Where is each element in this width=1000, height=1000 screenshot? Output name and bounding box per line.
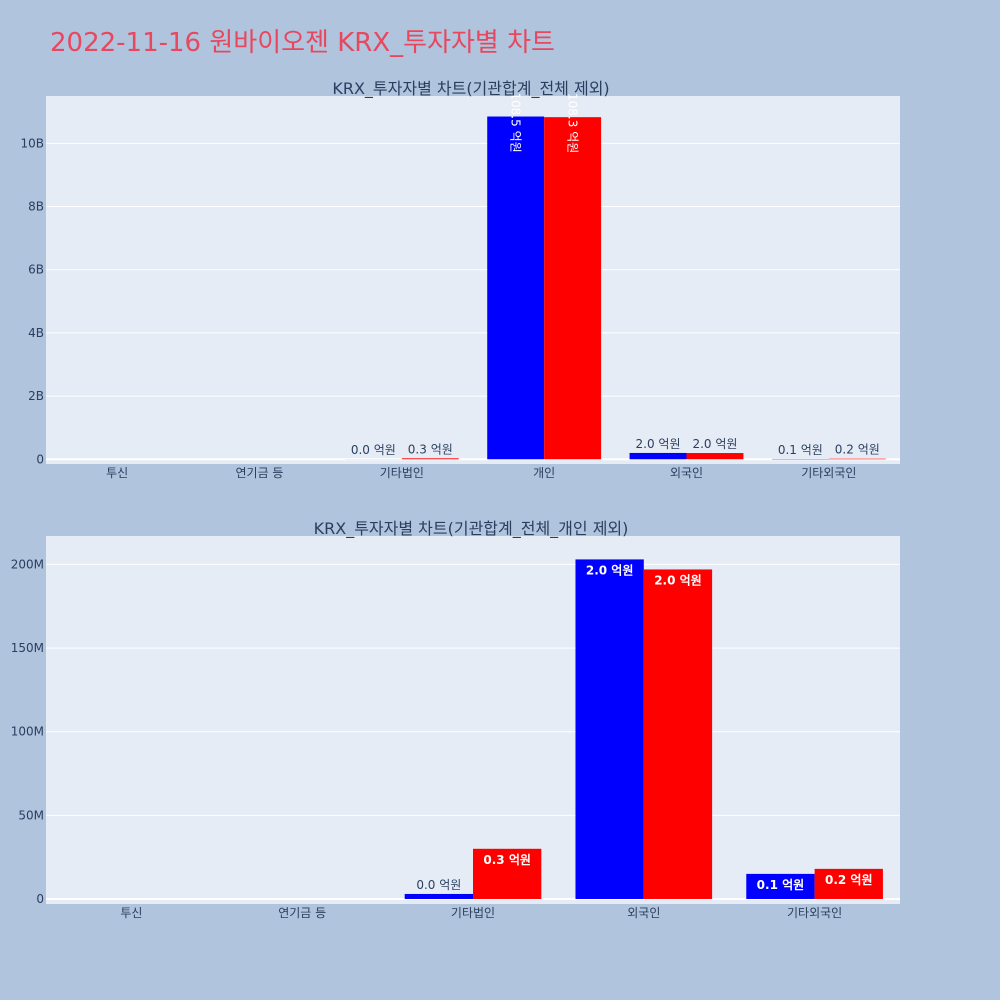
y-tick-label: 6B xyxy=(28,263,44,277)
data-label: 0.1 억원 xyxy=(778,443,823,457)
data-label: 0.1 억원 xyxy=(757,878,805,892)
bar xyxy=(575,559,644,899)
bar xyxy=(401,458,459,460)
x-tick-label: 투신 xyxy=(106,466,128,480)
data-label: 0.2 억원 xyxy=(825,873,873,887)
x-tick-label: 연기금 등 xyxy=(278,906,326,920)
x-tick-label: 기타외국인 xyxy=(801,466,856,480)
data-label: 2.0 억원 xyxy=(586,563,634,577)
x-tick-label: 기타외국인 xyxy=(787,906,842,920)
data-label: 0.3 억원 xyxy=(483,853,531,867)
plot-area xyxy=(46,536,900,904)
chart-bottom: 0 50M 100M 150M 200M 투신 연기금 등 기타법인 0.0 억원 0.3 억원외… xyxy=(11,519,900,920)
y-tick-label: 100M xyxy=(11,725,44,739)
y-tick-label: 50M xyxy=(18,808,44,822)
data-label: 0.0 억원 xyxy=(351,443,396,457)
y-tick-label: 0 xyxy=(36,892,44,906)
bar xyxy=(473,848,542,899)
x-tick-label: 외국인 xyxy=(670,466,703,480)
y-tick-label: 200M xyxy=(11,557,44,571)
chart-title: KRX_투자자별 차트(기관합계_전체 제외) xyxy=(332,79,609,99)
x-tick-label: 기타법인 xyxy=(451,906,495,920)
data-label: 2.0 억원 xyxy=(654,573,702,587)
data-label: 0.3 억원 xyxy=(408,442,453,456)
x-tick-label: 연기금 등 xyxy=(236,466,284,480)
data-label: 108.3 억원 xyxy=(566,93,580,153)
data-label: 2.0 억원 xyxy=(636,437,681,451)
bar xyxy=(544,117,602,460)
page-title: 2022-11-16 원바이오젠 KRX_투자자별 차트 xyxy=(50,28,555,58)
bar xyxy=(746,873,815,899)
bar xyxy=(686,453,744,460)
data-label: 108.5 억원 xyxy=(509,92,523,152)
y-tick-label: 8B xyxy=(28,200,44,214)
y-tick-label: 10B xyxy=(20,136,44,150)
bar xyxy=(487,116,545,460)
bar xyxy=(814,868,883,899)
x-tick-label: 투신 xyxy=(120,906,142,920)
bar xyxy=(643,569,713,899)
bar xyxy=(404,893,473,899)
bar xyxy=(828,458,886,460)
bar xyxy=(629,452,687,460)
x-tick-label: 외국인 xyxy=(627,906,660,920)
chart-title: KRX_투자자별 차트(기관합계_전체_개인 제외) xyxy=(314,519,629,539)
y-tick-label: 4B xyxy=(28,326,44,340)
x-tick-label: 기타법인 xyxy=(380,466,424,480)
data-label: 2.0 억원 xyxy=(692,437,737,451)
plot-area xyxy=(46,96,900,464)
x-tick-label: 개인 xyxy=(533,466,555,480)
data-label: 0.0 억원 xyxy=(416,878,461,892)
y-tick-label: 0 xyxy=(36,452,44,466)
y-tick-label: 150M xyxy=(11,641,44,655)
y-tick-label: 2B xyxy=(28,389,44,403)
data-label: 0.2 억원 xyxy=(835,443,880,457)
